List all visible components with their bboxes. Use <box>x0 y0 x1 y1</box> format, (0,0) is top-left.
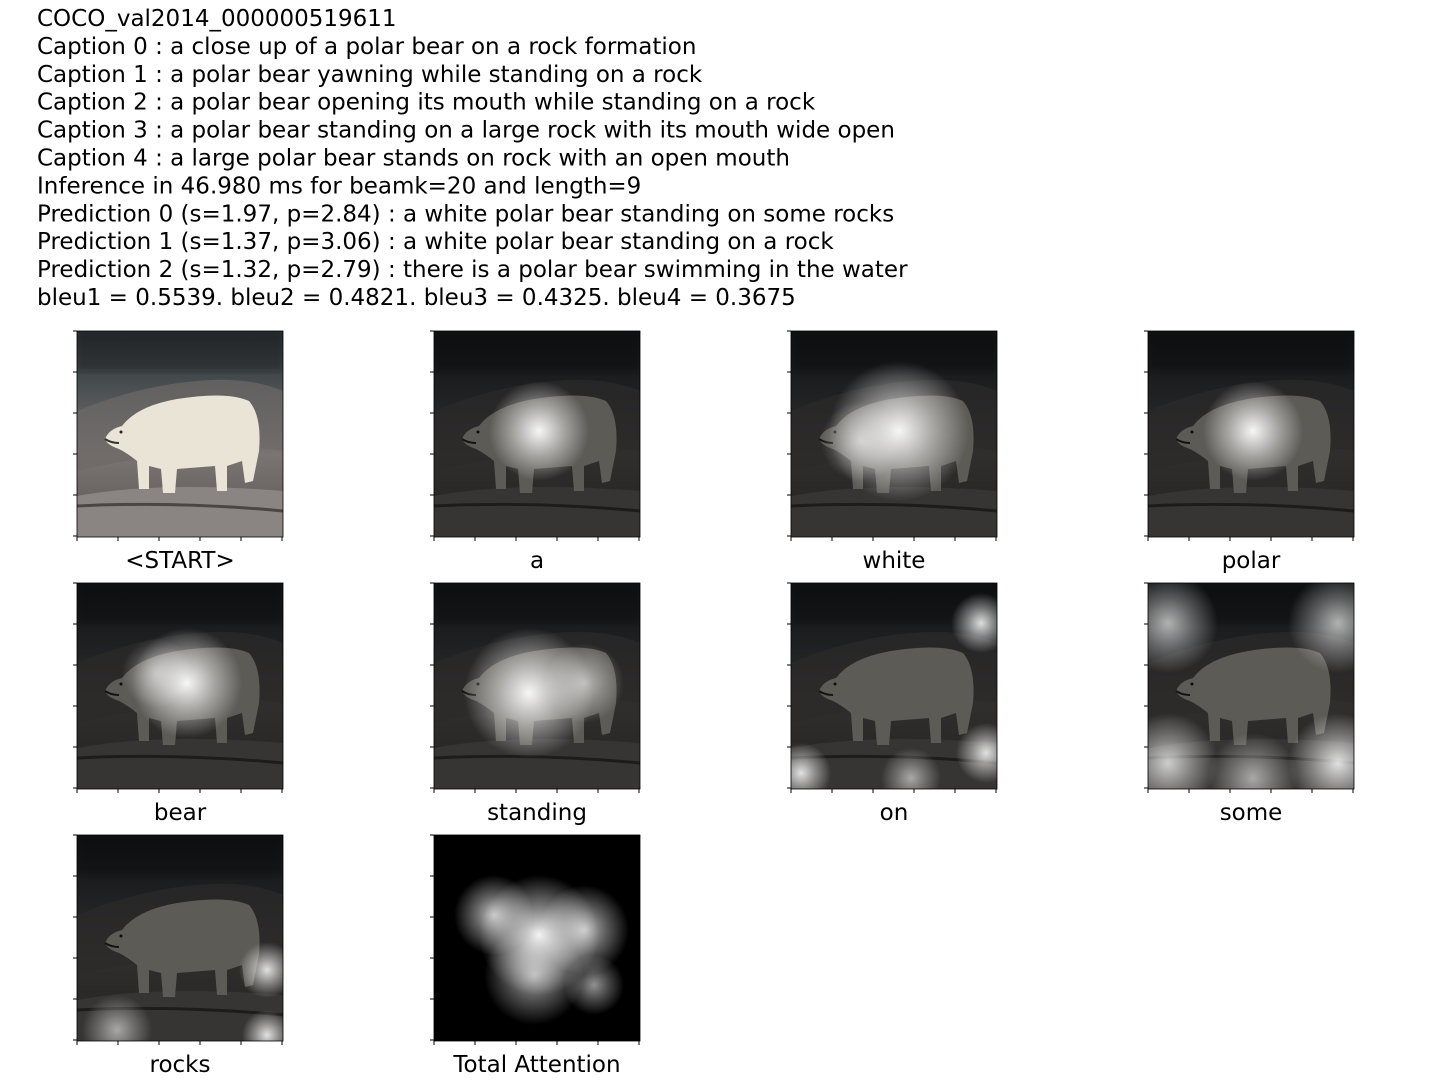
attention-image <box>791 583 997 789</box>
header-line: Caption 3 : a polar bear standing on a l… <box>37 118 895 144</box>
panel-label: <START> <box>125 548 235 574</box>
panel: on <box>787 582 998 826</box>
header-line: Caption 0 : a close up of a polar bear o… <box>37 34 696 60</box>
panel-label: bear <box>154 800 207 826</box>
panel-frame <box>790 330 998 538</box>
panel-frame <box>76 582 284 790</box>
panel-label: rocks <box>150 1052 211 1078</box>
panel: a <box>430 330 641 574</box>
panel-label: some <box>1220 800 1283 826</box>
header-line: Prediction 2 (s=1.32, p=2.79) : there is… <box>37 257 908 283</box>
attention-image <box>791 331 997 537</box>
header-line: Prediction 1 (s=1.37, p=3.06) : a white … <box>37 229 834 255</box>
header-line: Prediction 0 (s=1.97, p=2.84) : a white … <box>37 201 894 227</box>
header-line: COCO_val2014_000000519611 <box>37 6 397 32</box>
panel: bear <box>73 582 284 826</box>
header-line: bleu1 = 0.5539. bleu2 = 0.4821. bleu3 = … <box>37 285 796 311</box>
panel: rocks <box>73 834 284 1078</box>
panel: standing <box>430 582 641 826</box>
attention-image <box>434 835 640 1041</box>
attention-image <box>77 583 283 789</box>
panel-frame <box>433 330 641 538</box>
attention-image <box>77 331 283 537</box>
panel-label: Total Attention <box>452 1052 620 1078</box>
attention-image <box>434 583 640 789</box>
header-line: Caption 4 : a large polar bear stands on… <box>37 146 790 172</box>
panel-label: a <box>530 548 544 574</box>
attention-image <box>1148 583 1354 789</box>
panel: <START> <box>73 330 284 574</box>
attention-image <box>434 331 640 537</box>
panel-frame <box>790 582 998 790</box>
attention-image <box>1148 331 1354 537</box>
header-line: Caption 1 : a polar bear yawning while s… <box>37 62 703 88</box>
panel-frame <box>433 582 641 790</box>
panel-label: white <box>863 548 926 574</box>
panel-frame <box>1147 330 1355 538</box>
header-line: Inference in 46.980 ms for beamk=20 and … <box>37 173 641 199</box>
panel-frame <box>76 330 284 538</box>
panel-label: on <box>880 800 909 826</box>
panel: white <box>787 330 998 574</box>
panel-label: standing <box>487 800 587 826</box>
panel: some <box>1144 582 1355 826</box>
panel-frame <box>76 834 284 1042</box>
header-line: Caption 2 : a polar bear opening its mou… <box>37 90 816 116</box>
attention-image <box>77 835 283 1041</box>
panel-frame <box>433 834 641 1042</box>
panel-frame <box>1147 582 1355 790</box>
panel-label: polar <box>1222 548 1281 574</box>
panel: polar <box>1144 330 1355 574</box>
panel: Total Attention <box>430 834 641 1078</box>
